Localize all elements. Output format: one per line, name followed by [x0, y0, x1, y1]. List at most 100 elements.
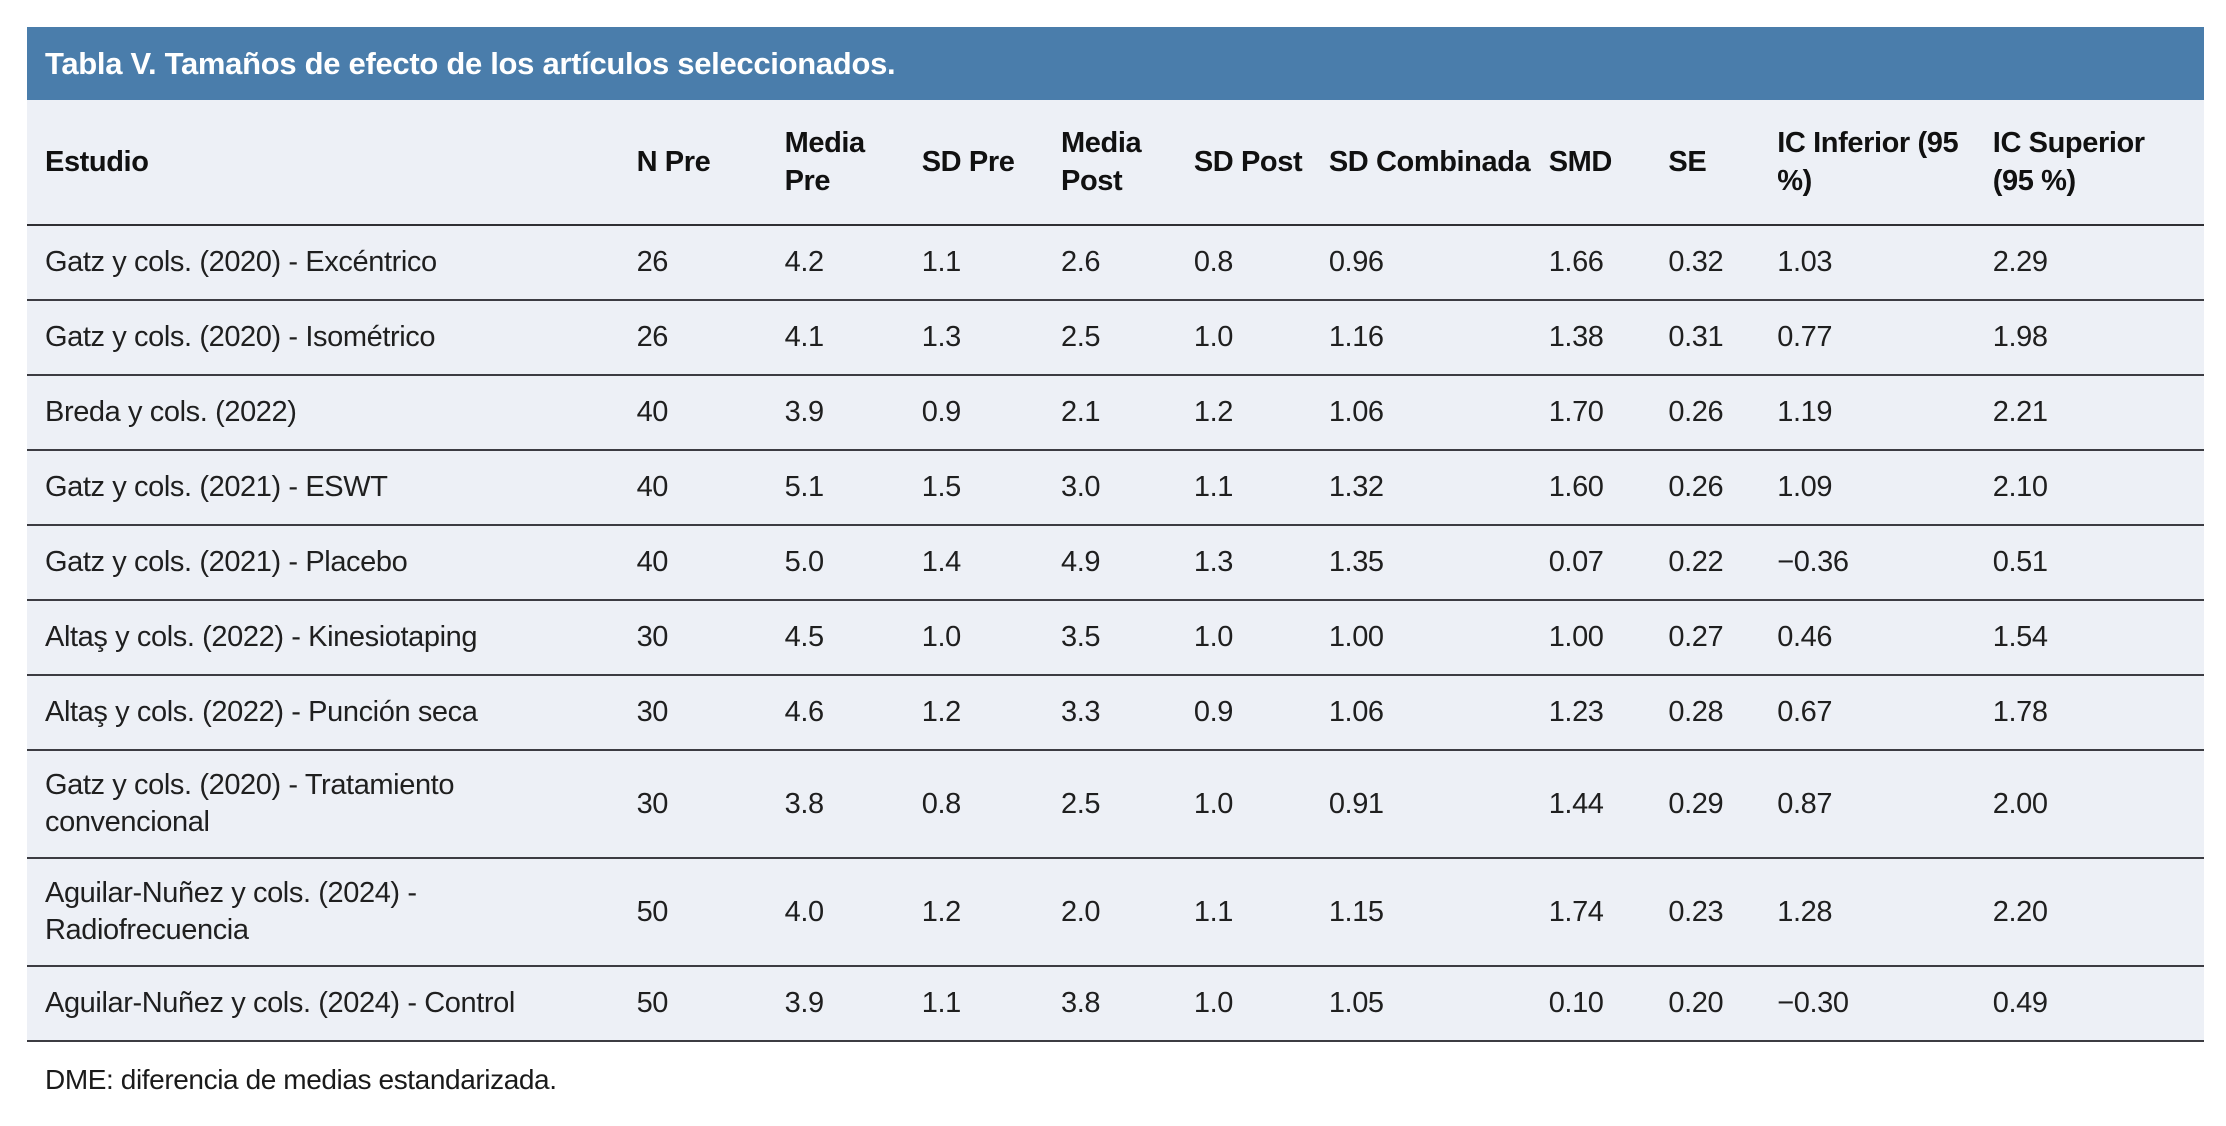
value-cell: 1.2 — [921, 895, 962, 928]
value-cell: 3.0 — [1061, 471, 1101, 503]
value-cell: 1.54 — [1992, 621, 2048, 653]
header-row: Estudio N Pre Media Pre SD Pre Media Post SD … — [27, 100, 2204, 225]
value-cell: 0.23 — [1668, 895, 1724, 928]
value-cell: 26 — [636, 246, 669, 278]
value-cell: 2.21 — [1992, 396, 2048, 428]
column-header-0: Estudio — [45, 146, 149, 178]
value-cell: 0.77 — [1777, 321, 1833, 353]
study-cell: Gatz y cols. (2021) - Placebo — [45, 546, 408, 578]
table-footnote: DME: diferencia de medias estandarizada. — [45, 1064, 557, 1095]
study-cell: Gatz y cols. (2020) - Excéntrico — [45, 246, 437, 278]
value-cell: 0.96 — [1328, 246, 1384, 278]
value-cell: 1.19 — [1777, 396, 1833, 428]
value-cell: 26 — [636, 321, 669, 353]
value-cell: 1.38 — [1548, 321, 1604, 353]
table-row: Breda y cols. (2022) 40 3.9 0.9 2.1 1.2 1.06 1.… — [27, 375, 2204, 450]
column-header-5: SD Post — [1193, 146, 1303, 178]
value-cell: 3.3 — [1061, 696, 1101, 728]
value-cell: 0.87 — [1777, 787, 1833, 820]
column-header-9: IC Inferior (95 %) — [1777, 127, 1959, 197]
value-cell: 0.8 — [1193, 246, 1234, 278]
value-cell: 1.16 — [1328, 321, 1384, 353]
value-cell: 30 — [636, 696, 669, 728]
value-cell: 40 — [636, 546, 669, 578]
study-cell: Altaş y cols. (2022) - Punción seca — [45, 696, 478, 728]
value-cell: 3.8 — [1061, 987, 1101, 1019]
table-row: Aguilar-Nuñez y cols. (2024) - Radiofrec… — [27, 858, 2204, 966]
value-cell: 1.74 — [1548, 895, 1604, 928]
value-cell: 0.67 — [1777, 696, 1833, 728]
value-cell: 4.1 — [784, 321, 825, 353]
column-header-2: Media Pre — [784, 127, 866, 197]
value-cell: 1.1 — [921, 246, 962, 278]
value-cell: 0.27 — [1668, 621, 1724, 653]
value-cell: 1.0 — [921, 621, 962, 653]
study-cell: Gatz y cols. (2020) - Isométrico — [45, 321, 436, 353]
value-cell: 2.20 — [1992, 895, 2048, 928]
table-container: Tabla V. Tamaños de efecto de los artícu… — [27, 27, 2204, 1042]
column-header-7: SMD — [1548, 146, 1613, 178]
value-cell: 2.00 — [1992, 787, 2048, 820]
column-header-6: SD Combinada — [1328, 146, 1531, 178]
value-cell: 0.91 — [1328, 787, 1384, 820]
value-cell: −0.36 — [1777, 546, 1849, 578]
value-cell: 0.20 — [1668, 987, 1724, 1019]
study-cell: Gatz y cols. (2020) - Tratamiento conven… — [45, 769, 455, 838]
value-cell: 1.06 — [1328, 696, 1384, 728]
value-cell: 1.0 — [1193, 321, 1234, 353]
value-cell: 1.98 — [1992, 321, 2048, 353]
value-cell: 1.09 — [1777, 471, 1833, 503]
value-cell: 1.15 — [1328, 895, 1384, 928]
table-row: Aguilar-Nuñez y cols. (2024) - Control 50… — [27, 966, 2204, 1041]
table-title-bar: Tabla V. Tamaños de efecto de los artícu… — [27, 27, 2204, 100]
value-cell: 30 — [636, 787, 669, 820]
value-cell: 2.1 — [1061, 396, 1101, 428]
value-cell: 5.0 — [784, 546, 825, 578]
table-row: Gatz y cols. (2020) - Excéntrico 26 4.2 1.1… — [27, 225, 2204, 300]
table-row: Gatz y cols. (2020) - Isométrico 26 4.1 1.3… — [27, 300, 2204, 375]
table-row: Altaş y cols. (2022) - Punción seca 30 4.6… — [27, 675, 2204, 750]
value-cell: 50 — [636, 987, 669, 1019]
study-cell: Aguilar-Nuñez y cols. (2024) - Control — [45, 987, 515, 1019]
value-cell: 1.44 — [1548, 787, 1604, 820]
table-row: Gatz y cols. (2021) - ESWT 40 5.1 1.5 3.0 1.1… — [27, 450, 2204, 525]
value-cell: 0.26 — [1668, 396, 1724, 428]
study-cell: Gatz y cols. (2021) - ESWT — [45, 471, 388, 503]
value-cell: 1.66 — [1548, 246, 1604, 278]
column-header-10: IC Superior (95 %) — [1992, 127, 2145, 197]
value-cell: 1.23 — [1548, 696, 1604, 728]
value-cell: 30 — [636, 621, 669, 653]
value-cell: 1.78 — [1992, 696, 2048, 728]
table-title: Tabla V. Tamaños de efecto de los artícu… — [45, 45, 896, 81]
value-cell: 3.5 — [1061, 621, 1101, 653]
table-row: Gatz y cols. (2021) - Placebo 40 5.0 1.4 4.9… — [27, 525, 2204, 600]
value-cell: 0.8 — [921, 787, 962, 820]
value-cell: 1.2 — [921, 696, 962, 728]
value-cell: 0.10 — [1548, 987, 1604, 1019]
value-cell: 50 — [636, 895, 669, 928]
value-cell: 0.9 — [921, 396, 962, 428]
value-cell: 0.46 — [1777, 621, 1833, 653]
value-cell: 0.26 — [1668, 471, 1724, 503]
value-cell: 1.1 — [1193, 895, 1234, 928]
value-cell: 1.0 — [1193, 787, 1234, 820]
value-cell: 1.05 — [1328, 987, 1384, 1019]
column-header-8: SE — [1668, 146, 1707, 178]
value-cell: 5.1 — [784, 471, 825, 503]
value-cell: 1.3 — [1193, 546, 1234, 578]
value-cell: 0.29 — [1668, 787, 1724, 820]
value-cell: 2.5 — [1061, 321, 1101, 353]
value-cell: 1.0 — [1193, 621, 1234, 653]
value-cell: 0.22 — [1668, 546, 1724, 578]
value-cell: 2.10 — [1992, 471, 2048, 503]
value-cell: 1.03 — [1777, 246, 1833, 278]
table-row: Gatz y cols. (2020) - Tratamiento conven… — [27, 750, 2204, 858]
value-cell: 0.49 — [1992, 987, 2048, 1019]
study-cell: Breda y cols. (2022) — [45, 396, 297, 428]
study-cell: Altaş y cols. (2022) - Kinesiotaping — [45, 621, 478, 653]
value-cell: 1.60 — [1548, 471, 1604, 503]
value-cell: 0.9 — [1193, 696, 1234, 728]
value-cell: 2.0 — [1061, 895, 1101, 928]
value-cell: 4.5 — [784, 621, 825, 653]
